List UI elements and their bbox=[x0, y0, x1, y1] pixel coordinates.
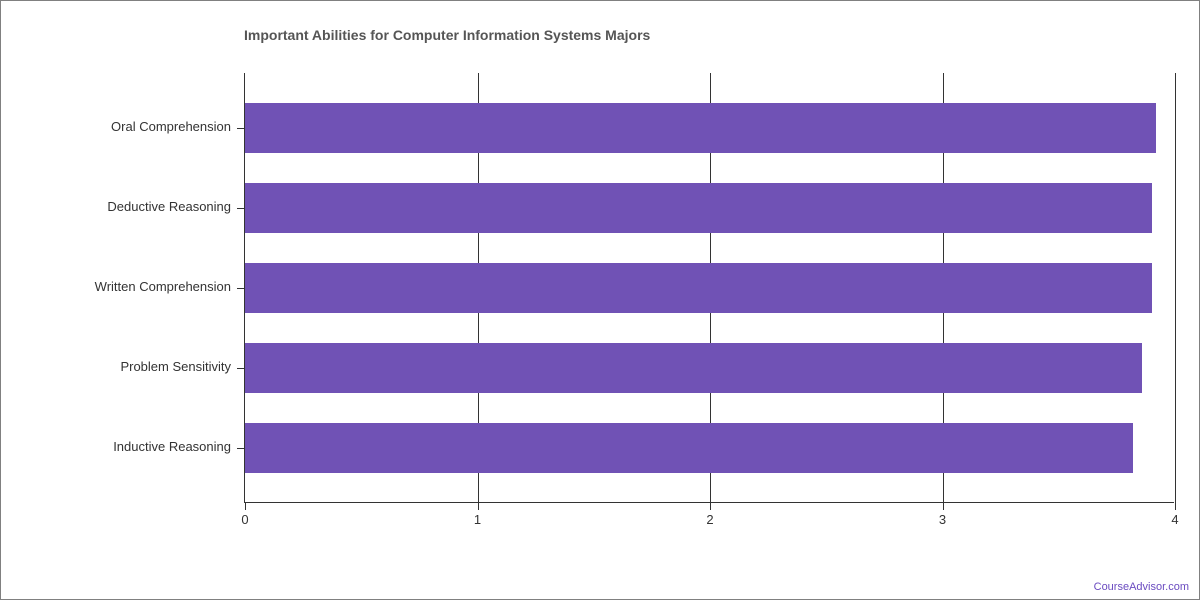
x-tick-label: 4 bbox=[1171, 512, 1178, 527]
bar bbox=[245, 103, 1156, 153]
attribution-text: CourseAdvisor.com bbox=[1094, 581, 1189, 593]
bar bbox=[245, 423, 1133, 473]
x-tick bbox=[1175, 502, 1176, 510]
bar bbox=[245, 343, 1142, 393]
y-axis-label: Oral Comprehension bbox=[111, 119, 231, 134]
plot-wrap: 01234Oral ComprehensionDeductive Reasoni… bbox=[244, 61, 1181, 541]
x-tick bbox=[710, 502, 711, 510]
x-tick-label: 0 bbox=[241, 512, 248, 527]
y-tick bbox=[237, 128, 245, 129]
chart-frame: Important Abilities for Computer Informa… bbox=[0, 0, 1200, 600]
chart-area: 01234Oral ComprehensionDeductive Reasoni… bbox=[244, 73, 1174, 503]
chart-title: Important Abilities for Computer Informa… bbox=[244, 27, 1181, 43]
y-axis-label: Problem Sensitivity bbox=[120, 359, 231, 374]
y-axis-label: Written Comprehension bbox=[95, 279, 231, 294]
y-axis-label: Deductive Reasoning bbox=[107, 199, 231, 214]
y-tick bbox=[237, 368, 245, 369]
x-tick-label: 2 bbox=[706, 512, 713, 527]
bar bbox=[245, 263, 1152, 313]
x-tick-label: 1 bbox=[474, 512, 481, 527]
y-axis-label: Inductive Reasoning bbox=[113, 439, 231, 454]
y-tick bbox=[237, 448, 245, 449]
y-tick bbox=[237, 288, 245, 289]
x-tick bbox=[478, 502, 479, 510]
x-tick-label: 3 bbox=[939, 512, 946, 527]
x-tick bbox=[943, 502, 944, 510]
y-tick bbox=[237, 208, 245, 209]
gridline bbox=[1175, 73, 1176, 502]
x-tick bbox=[245, 502, 246, 510]
bar bbox=[245, 183, 1152, 233]
